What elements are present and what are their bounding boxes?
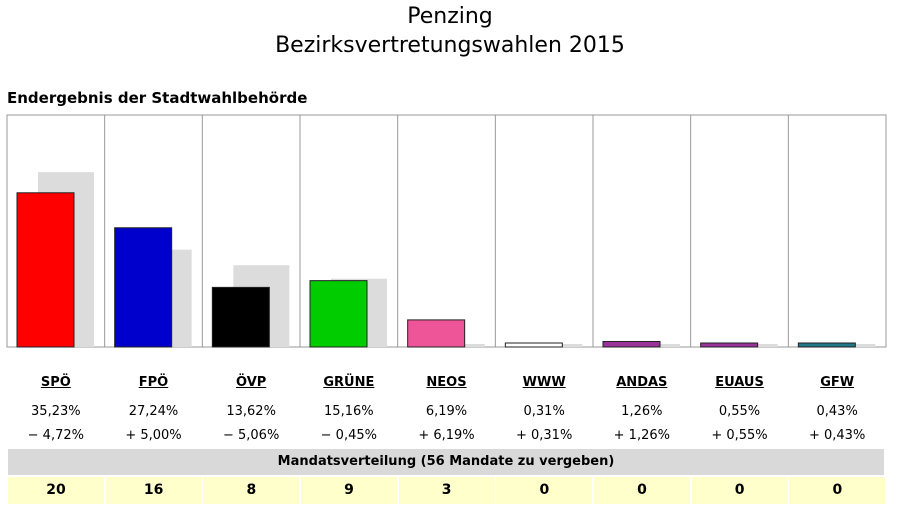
change-label: + 6,19% (418, 428, 475, 443)
mandate-count: 20 (8, 477, 104, 504)
change-label: + 0,55% (711, 428, 768, 443)
mandate-count: 9 (301, 477, 397, 504)
mandate-count: 0 (789, 477, 886, 504)
result-bar (797, 342, 856, 348)
party-name-label[interactable]: GRÜNE (323, 375, 375, 390)
party-name-label[interactable]: ÖVP (236, 375, 267, 390)
change-label: + 5,00% (125, 428, 182, 443)
change-label: − 4,72% (27, 428, 84, 443)
percent-label: 35,23% (31, 404, 81, 419)
mandate-count: 0 (594, 477, 690, 504)
party-name-label[interactable]: ANDAS (616, 375, 668, 390)
mandate-count: 3 (398, 477, 495, 504)
mandate-count: 16 (105, 477, 202, 504)
change-label: + 0,43% (808, 428, 866, 443)
result-source-label: Endergebnis der Stadtwahlbehörde (7, 89, 308, 107)
change-label: − 0,45% (320, 428, 377, 443)
mandate-distribution-header: Mandatsverteilung (56 Mandate zu vergebe… (8, 449, 884, 475)
percent-label: 0,43% (816, 404, 858, 419)
result-bar (309, 280, 368, 348)
result-bar (407, 319, 466, 348)
party-name-label[interactable]: NEOS (426, 375, 467, 390)
result-bar (602, 340, 661, 348)
result-bar (211, 286, 270, 348)
party-name-label[interactable]: EUAUS (715, 375, 764, 390)
party-name-label[interactable]: FPÖ (138, 375, 169, 390)
change-label: − 5,06% (222, 428, 280, 443)
mandate-count: 0 (496, 477, 593, 504)
change-label: + 0,31% (515, 428, 573, 443)
party-name-label[interactable]: WWW (522, 375, 566, 390)
party-name-label[interactable]: GFW (820, 375, 855, 390)
percent-label: 27,24% (128, 404, 179, 419)
percent-label: 6,19% (425, 404, 468, 419)
result-bar (504, 342, 563, 348)
change-label: + 1,26% (613, 428, 670, 443)
result-bar (16, 192, 75, 348)
percent-label: 0,55% (718, 404, 761, 419)
percent-label: 0,31% (523, 404, 565, 419)
chart-title: Penzing (407, 4, 493, 29)
percent-label: 15,16% (324, 404, 374, 419)
percent-label: 1,26% (621, 404, 663, 419)
chart-subtitle-election: Bezirksvertretungswahlen 2015 (275, 33, 625, 58)
percent-label: 13,62% (226, 404, 276, 419)
mandate-count: 8 (203, 477, 300, 504)
mandate-count: 0 (691, 477, 788, 504)
result-bar (114, 227, 173, 348)
party-name-label[interactable]: SPÖ (40, 375, 71, 390)
bar-chart (6, 114, 887, 348)
result-bar (700, 342, 759, 348)
